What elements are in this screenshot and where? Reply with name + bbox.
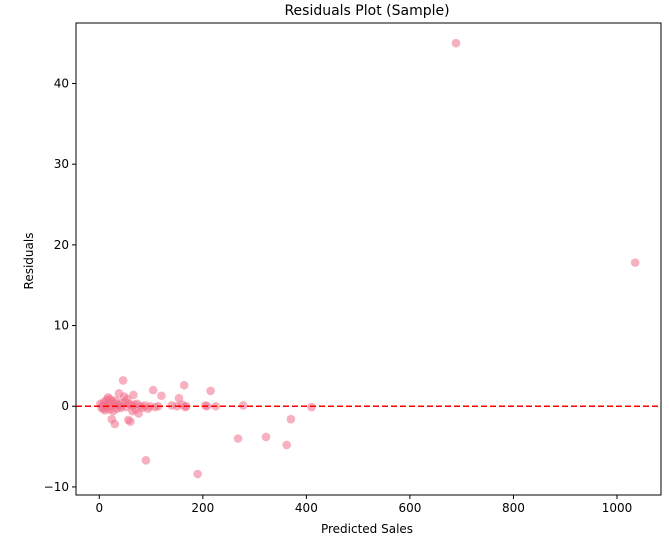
data-point-70 bbox=[307, 402, 316, 412]
data-point-38 bbox=[129, 390, 138, 400]
data-point-20 bbox=[110, 419, 120, 429]
x-tick-label-200: 200 bbox=[191, 501, 214, 515]
data-point-60 bbox=[193, 469, 202, 479]
data-point-67 bbox=[261, 432, 271, 442]
y-tick-label-0: 0 bbox=[61, 399, 69, 413]
data-point-52 bbox=[157, 391, 166, 401]
scatter-points bbox=[96, 38, 640, 479]
data-point-28 bbox=[118, 376, 128, 385]
data-point-46 bbox=[141, 456, 151, 465]
x-axis-label: Predicted Sales bbox=[321, 522, 413, 536]
x-tick-label-1000: 1000 bbox=[602, 501, 633, 515]
y-tick-label-30: 30 bbox=[54, 157, 69, 171]
y-axis-label: Residuals bbox=[22, 233, 36, 290]
data-point-49 bbox=[148, 385, 158, 395]
data-point-1 bbox=[630, 258, 640, 267]
x-tick-label-400: 400 bbox=[295, 501, 318, 515]
data-point-0 bbox=[451, 38, 461, 48]
data-point-69 bbox=[286, 414, 296, 424]
y-tick-label-10: 10 bbox=[54, 319, 69, 333]
x-tick-label-0: 0 bbox=[95, 501, 103, 515]
y-axis-ticks: −10 0 10 20 30 40 bbox=[44, 77, 76, 494]
x-tick-label-600: 600 bbox=[398, 501, 421, 515]
data-point-66 bbox=[238, 401, 248, 410]
data-point-35 bbox=[126, 417, 135, 426]
y-tick-label-40: 40 bbox=[54, 77, 69, 91]
y-tick-label-20: 20 bbox=[54, 238, 69, 252]
data-point-65 bbox=[233, 434, 243, 443]
plot-area-frame bbox=[75, 22, 662, 496]
x-tick-label-800: 800 bbox=[502, 501, 525, 515]
y-tick-label--10: −10 bbox=[44, 480, 69, 494]
data-point-68 bbox=[282, 440, 292, 450]
data-point-57 bbox=[179, 380, 189, 390]
x-axis-ticks: 0 200 400 600 800 1000 bbox=[95, 495, 632, 515]
chart-title: Residuals Plot (Sample) bbox=[284, 3, 449, 19]
data-point-63 bbox=[206, 386, 215, 396]
data-point-55 bbox=[174, 393, 184, 403]
